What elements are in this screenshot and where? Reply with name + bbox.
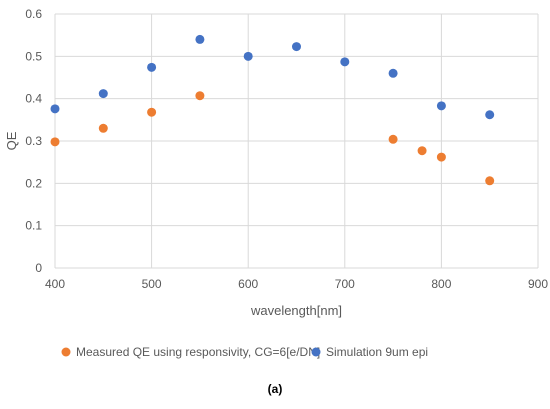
data-point-series-2	[436, 101, 446, 111]
data-point-series-2	[147, 62, 157, 72]
legend-marker-series-1	[61, 347, 71, 357]
data-point-series-1	[50, 137, 60, 147]
x-tick-label: 900	[528, 277, 548, 291]
data-point-series-1	[388, 134, 398, 144]
data-point-series-2	[485, 110, 495, 120]
legend-label-series-2: Simulation 9um epi	[326, 345, 428, 359]
data-point-series-1	[195, 91, 205, 101]
data-point-series-2	[292, 42, 301, 52]
data-point-series-1	[98, 123, 108, 133]
y-axis-title: QE	[4, 131, 19, 150]
figure-caption: (a)	[0, 382, 550, 396]
data-point-series-1	[436, 152, 446, 162]
data-point-series-2	[243, 51, 253, 61]
y-tick-label: 0.4	[25, 92, 42, 106]
y-tick-label: 0.2	[25, 176, 42, 190]
data-point-series-2	[195, 34, 205, 44]
legend-label-series-1: Measured QE using responsivity, CG=6[e/D…	[76, 345, 320, 359]
y-tick-label: 0.6	[25, 7, 42, 21]
data-point-series-2	[50, 104, 60, 114]
data-point-series-1	[417, 146, 427, 156]
data-point-series-1	[485, 176, 495, 186]
legend-marker-series-2	[311, 347, 321, 357]
y-tick-label: 0.3	[25, 134, 42, 148]
x-tick-label: 700	[335, 277, 355, 291]
x-tick-label: 600	[238, 277, 258, 291]
data-point-series-2	[98, 89, 108, 99]
data-point-series-1	[147, 107, 157, 117]
x-tick-label: 400	[45, 277, 65, 291]
y-tick-label: 0.1	[25, 219, 42, 233]
y-tick-label: 0	[35, 261, 42, 275]
x-tick-label: 800	[431, 277, 451, 291]
x-tick-label: 500	[142, 277, 162, 291]
data-point-series-2	[340, 57, 350, 67]
x-axis-title: wavelength[nm]	[250, 303, 342, 318]
data-point-series-2	[388, 68, 398, 78]
y-tick-label: 0.5	[25, 49, 42, 63]
figure-caption-label: (a)	[267, 382, 283, 396]
